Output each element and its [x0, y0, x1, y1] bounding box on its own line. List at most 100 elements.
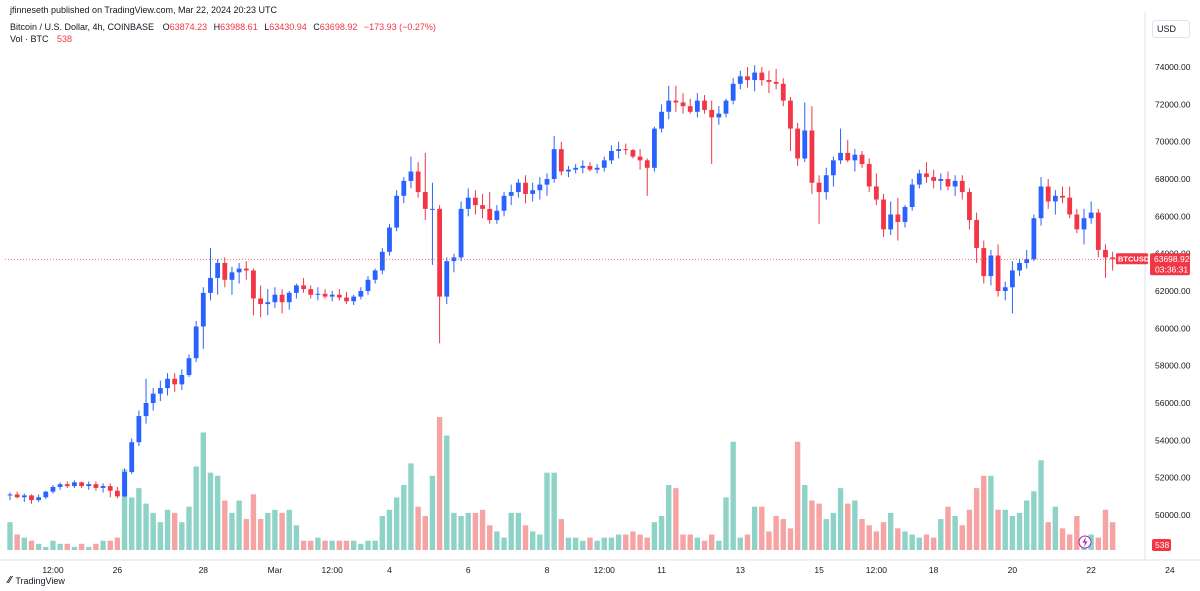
candle-body — [852, 154, 858, 161]
volume-bar — [959, 525, 965, 550]
candle-body — [408, 171, 414, 181]
volume-label[interactable]: Vol · BTC — [10, 34, 49, 44]
volume-bar — [780, 519, 786, 550]
volume-bar — [845, 503, 851, 550]
volume-bar — [751, 506, 758, 550]
x-tick-label: 13 — [736, 565, 746, 575]
volume-bar — [794, 441, 801, 550]
volume-bar — [1095, 537, 1102, 550]
candle-body — [136, 416, 142, 443]
lightning-icon[interactable] — [1078, 535, 1092, 549]
x-tick-label: 28 — [199, 565, 209, 575]
volume-bar — [186, 506, 192, 550]
volume-bar — [429, 475, 436, 550]
candle-body — [530, 190, 536, 194]
candle-body — [888, 214, 894, 230]
price-badge-bg — [1150, 253, 1190, 276]
published-note: jfinneseth published on TradingView.com,… — [10, 5, 277, 15]
volume-bar — [902, 531, 908, 550]
candle-body — [537, 184, 543, 191]
candle-body — [924, 173, 929, 178]
volume-bar — [386, 509, 393, 550]
volume-bar — [945, 506, 951, 550]
candle-body — [766, 80, 772, 82]
x-tick-label: 11 — [657, 565, 666, 575]
candle-body — [1010, 270, 1015, 288]
volume-bar — [14, 534, 20, 550]
volume-bar — [1074, 515, 1080, 550]
candle-body — [200, 292, 206, 327]
volume-bar — [57, 543, 63, 550]
y-tick-label: 70000.00 — [1155, 137, 1191, 147]
symbol-name[interactable]: Bitcoin / U.S. Dollar, 4h, COINBASE — [10, 22, 155, 32]
volume-badge-text: 538 — [1155, 540, 1169, 550]
candle-body — [308, 289, 314, 295]
volume-bar — [773, 515, 779, 550]
candle-body — [1052, 195, 1058, 202]
volume-bar — [966, 509, 973, 550]
x-tick-label: 12:00 — [594, 565, 616, 575]
volume-bar — [1016, 512, 1023, 550]
candle-body — [21, 495, 27, 498]
candle-body — [36, 497, 42, 501]
candle-body — [279, 294, 285, 303]
low-key: L — [264, 22, 270, 32]
candle-body — [229, 272, 235, 280]
candle-body — [365, 279, 371, 291]
y-tick-label: 52000.00 — [1155, 473, 1191, 483]
volume-bar — [1009, 515, 1016, 550]
y-tick-label: 66000.00 — [1155, 211, 1191, 221]
candle-body — [873, 186, 879, 200]
y-tick-label: 58000.00 — [1155, 361, 1191, 371]
x-tick-label: 12:00 — [866, 565, 888, 575]
candle-body — [945, 179, 951, 187]
volume-bar — [393, 497, 400, 550]
volume-bar — [852, 500, 858, 550]
currency-button[interactable]: USD — [1152, 20, 1190, 38]
volume-bar — [86, 546, 92, 550]
candle-body — [351, 296, 357, 302]
candle-body — [931, 177, 937, 181]
volume-bar — [587, 537, 593, 550]
candle-body — [93, 484, 99, 488]
volume-bar — [737, 537, 744, 550]
candle-body — [967, 192, 972, 221]
volume-bar — [515, 512, 522, 550]
volume-bar — [114, 537, 121, 550]
candle-body — [988, 255, 994, 277]
open-key: O — [162, 22, 170, 32]
x-tick-label: 12:00 — [322, 565, 344, 575]
volume-bar — [615, 534, 622, 550]
volume-bar — [494, 531, 500, 550]
candle-body — [745, 76, 750, 81]
volume-bar — [93, 543, 99, 550]
candle-body — [594, 167, 600, 170]
candle-body — [1045, 186, 1051, 202]
candle-body — [895, 214, 901, 222]
candle-body — [129, 442, 135, 473]
volume-bar — [830, 512, 837, 550]
volume-bar — [35, 543, 42, 550]
candle-body — [587, 165, 593, 170]
y-tick-label: 60000.00 — [1155, 323, 1191, 333]
candle-body — [115, 490, 120, 497]
symbol-legend: Bitcoin / U.S. Dollar, 4h, COINBASE O638… — [10, 22, 440, 32]
candle-body — [1081, 218, 1087, 230]
candle-body — [50, 487, 56, 492]
volume-legend: Vol · BTC 538 — [10, 34, 76, 44]
candle-body — [995, 255, 1001, 291]
candle-body — [258, 298, 263, 305]
candle-body — [1067, 197, 1073, 215]
volume-bar — [651, 522, 658, 550]
volume-bar — [1102, 509, 1109, 550]
candle-body — [422, 192, 428, 209]
volume-bar — [723, 497, 729, 550]
volume-bar — [666, 485, 672, 550]
candle-body — [251, 270, 256, 299]
volume-bar — [744, 534, 751, 550]
open-value: 63874.23 — [169, 22, 208, 32]
candle-body — [43, 491, 49, 498]
tradingview-logo[interactable]: ⁄⁄ TradingView — [8, 575, 65, 586]
candle-body — [14, 494, 20, 498]
